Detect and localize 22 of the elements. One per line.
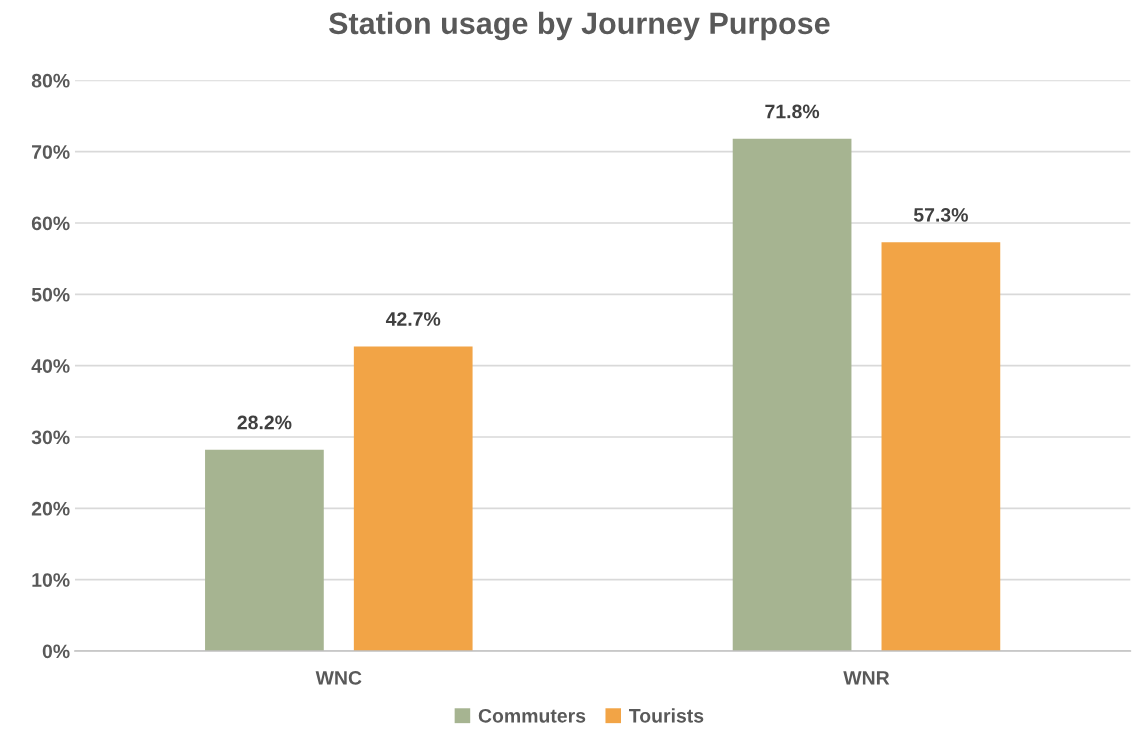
y-tick-label: 50% (31, 287, 70, 302)
bar (205, 449, 324, 651)
x-tick-label: WNC (315, 670, 362, 685)
bar (353, 346, 473, 651)
y-tick-label: 60% (31, 216, 70, 231)
y-tick-label: 20% (31, 501, 70, 516)
x-tick-label: WNR (843, 671, 890, 685)
data-label: 71.8% (765, 104, 820, 119)
data-label: 42.7% (385, 312, 441, 326)
y-tick-label: 40% (31, 359, 70, 373)
y-tick-label: 0% (42, 644, 70, 659)
y-tick-label: 30% (31, 430, 70, 445)
chart-title: Station usage by Journey Purpose (328, 11, 830, 41)
data-label: 57.3% (913, 207, 968, 222)
legend-label: Tourists (629, 708, 704, 723)
legend-label: Commuters (478, 708, 586, 723)
bar (732, 138, 852, 651)
y-tick-label: 80% (31, 73, 70, 88)
y-tick-label: 10% (32, 573, 70, 587)
data-label: 28.2% (237, 415, 292, 430)
bar (881, 242, 1001, 651)
y-tick-label: 70% (32, 145, 70, 159)
